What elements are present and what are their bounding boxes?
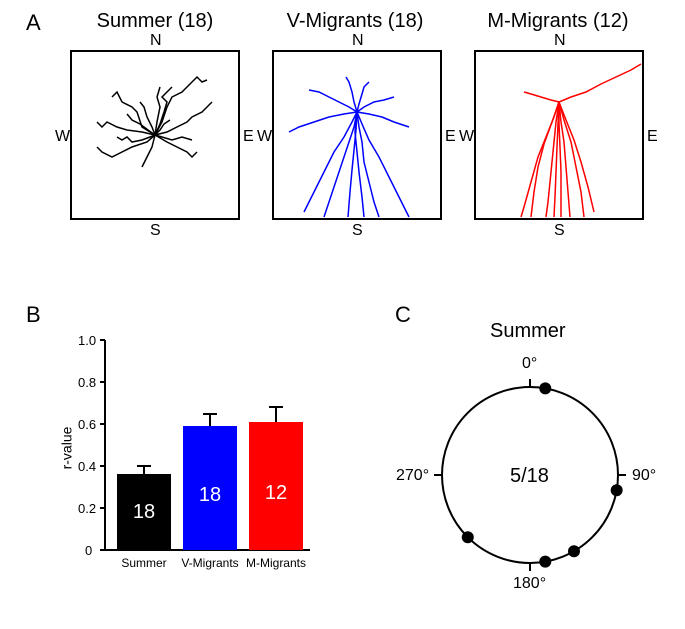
ytick-02: 0.2 xyxy=(78,501,96,516)
compass-w-3: W xyxy=(459,128,474,146)
ytick-0: 0 xyxy=(85,543,92,558)
compass-w-1: W xyxy=(55,128,70,146)
bar-n-Summer: 18 xyxy=(117,501,171,524)
compass-s-1: S xyxy=(150,222,161,240)
panel-a-label: A xyxy=(26,10,41,36)
ytick-06: 0.6 xyxy=(78,417,96,432)
errorbar-Summer xyxy=(143,466,145,474)
compass-s-2: S xyxy=(352,222,363,240)
compass-e-1: E xyxy=(243,128,254,146)
circle-point-0 xyxy=(539,382,551,394)
track-box-vmigrants xyxy=(272,50,442,220)
bar-n-M-Migrants: 12 xyxy=(249,482,303,505)
errorbar-V-Migrants xyxy=(209,414,211,427)
panel-c-label: C xyxy=(395,302,411,328)
circle-point-4 xyxy=(462,531,474,543)
track-box-mmigrants xyxy=(474,50,644,220)
compass-w-2: W xyxy=(257,128,272,146)
compass-n-3: N xyxy=(554,32,566,50)
bar-n-V-Migrants: 18 xyxy=(183,484,237,507)
errorcap-Summer xyxy=(137,465,151,467)
compass-s-3: S xyxy=(554,222,565,240)
xtick-V-Migrants: V-Migrants xyxy=(178,556,242,570)
xtick-Summer: Summer xyxy=(112,556,176,570)
compass-n-2: N xyxy=(352,32,364,50)
bar-V-Migrants: 18 xyxy=(183,426,237,550)
compass-e-3: E xyxy=(647,128,658,146)
circle-title: Summer xyxy=(490,320,566,343)
track-title-mmigrants: M-Migrants (12) xyxy=(468,10,648,33)
circle-point-1 xyxy=(611,484,623,496)
errorcap-V-Migrants xyxy=(203,413,217,415)
ytick-08: 0.8 xyxy=(78,375,96,390)
tracks-mmigrants-svg xyxy=(476,52,642,218)
compass-n-1: N xyxy=(150,32,162,50)
circle-point-3 xyxy=(539,556,551,568)
tracks-summer-svg xyxy=(72,52,238,218)
track-box-summer xyxy=(70,50,240,220)
bars-container: 18Summer18V-Migrants12M-Migrants xyxy=(105,340,310,550)
track-title-summer: Summer (18) xyxy=(65,10,245,33)
bar-chart: 0 0.2 0.4 0.6 0.8 1.0 r-value 18Summer18… xyxy=(70,330,320,590)
circle-plot: 5/18 0° 90° 180° 270° xyxy=(400,345,660,605)
circle-center-text: 5/18 xyxy=(510,465,549,488)
tracks-vmigrants-svg xyxy=(274,52,440,218)
panel-b-label: B xyxy=(26,302,41,328)
deg-90: 90° xyxy=(632,467,656,485)
deg-180: 180° xyxy=(513,575,546,593)
deg-0: 0° xyxy=(522,355,537,373)
compass-e-2: E xyxy=(445,128,456,146)
circle-point-2 xyxy=(568,545,580,557)
xtick-M-Migrants: M-Migrants xyxy=(244,556,308,570)
errorbar-M-Migrants xyxy=(275,407,277,422)
errorcap-M-Migrants xyxy=(269,406,283,408)
y-axis-label: r-value xyxy=(58,427,74,470)
ytick-10: 1.0 xyxy=(78,333,96,348)
deg-270: 270° xyxy=(396,467,429,485)
bar-M-Migrants: 12 xyxy=(249,422,303,550)
track-title-vmigrants: V-Migrants (18) xyxy=(265,10,445,33)
ytick-04: 0.4 xyxy=(78,459,96,474)
bar-Summer: 18 xyxy=(117,474,171,550)
